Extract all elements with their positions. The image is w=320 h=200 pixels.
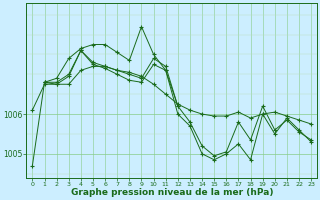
X-axis label: Graphe pression niveau de la mer (hPa): Graphe pression niveau de la mer (hPa) bbox=[70, 188, 273, 197]
